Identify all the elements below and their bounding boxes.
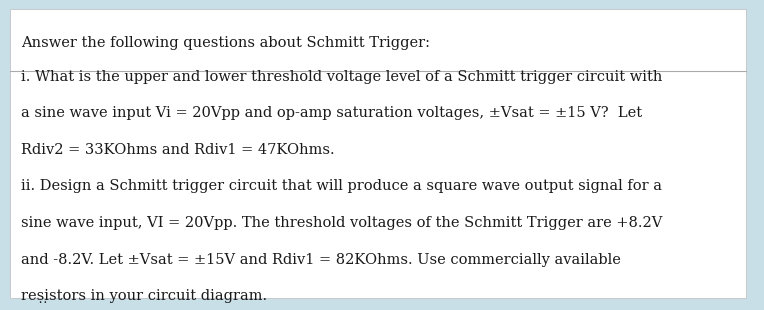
Text: i. What is the upper and lower threshold voltage level of a Schmitt trigger circ: i. What is the upper and lower threshold… bbox=[21, 70, 662, 84]
Text: Rdiv2 = 33KOhms and Rdiv1 = 47KOhms.: Rdiv2 = 33KOhms and Rdiv1 = 47KOhms. bbox=[21, 143, 335, 157]
Text: sine wave input, VI = 20Vpp. The threshold voltages of the Schmitt Trigger are +: sine wave input, VI = 20Vpp. The thresho… bbox=[21, 216, 662, 230]
Text: and -8.2V. Let ±Vsat = ±15V and Rdiv1 = 82KOhms. Use commercially available: and -8.2V. Let ±Vsat = ±15V and Rdiv1 = … bbox=[21, 253, 621, 267]
Text: reṣịstors in your circuit diagram.: reṣịstors in your circuit diagram. bbox=[21, 289, 267, 303]
FancyBboxPatch shape bbox=[10, 9, 746, 298]
Text: Answer the following questions about Schmitt Trigger:: Answer the following questions about Sch… bbox=[21, 36, 430, 50]
Text: ii. Design a Schmitt trigger circuit that will produce a square wave output sign: ii. Design a Schmitt trigger circuit tha… bbox=[21, 179, 662, 193]
Text: a sine wave input Vi = 20Vpp and op-amp saturation voltages, ±Vsat = ±15 V?  Let: a sine wave input Vi = 20Vpp and op-amp … bbox=[21, 106, 643, 120]
